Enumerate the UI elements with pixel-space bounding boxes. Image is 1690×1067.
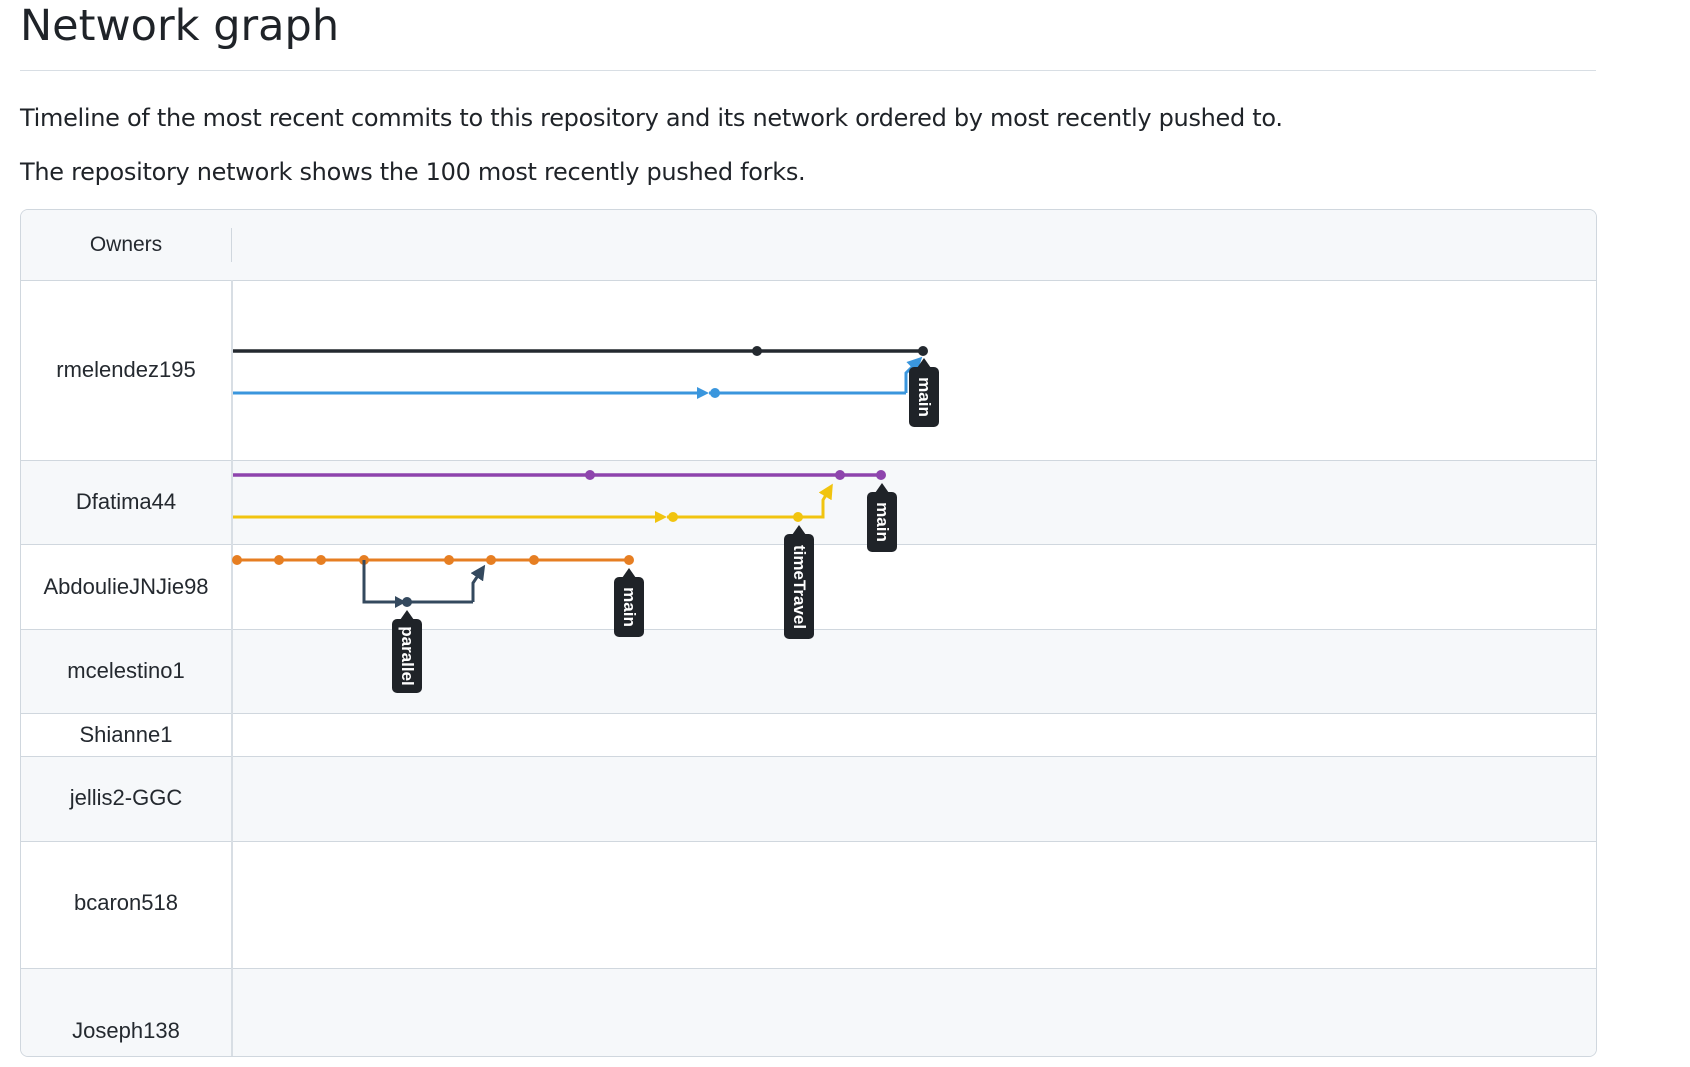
owner-row-joseph138: Joseph138 bbox=[21, 969, 1596, 1056]
network-graph-panel[interactable]: Owners rmelendez195 Dfatima44 AbdoulieJN… bbox=[20, 209, 1597, 1057]
owner-name[interactable]: Shianne1 bbox=[79, 722, 173, 747]
owner-name[interactable]: Joseph138 bbox=[72, 1018, 180, 1043]
commit-dot[interactable] bbox=[274, 555, 284, 565]
owner-name[interactable]: rmelendez195 bbox=[56, 357, 196, 382]
forks-description: The repository network shows the 100 mos… bbox=[20, 158, 806, 186]
merge-line bbox=[818, 483, 833, 519]
owner-row-bcaron518: bcaron518 bbox=[21, 842, 1596, 969]
header-divider bbox=[231, 228, 232, 262]
commit-dot[interactable] bbox=[835, 470, 845, 480]
branch-line-parallel bbox=[362, 560, 399, 604]
owner-name[interactable]: jellis2-GGC bbox=[69, 785, 183, 810]
owner-row-shianne1: Shianne1 bbox=[21, 714, 1596, 757]
merge-line bbox=[904, 356, 923, 393]
title-divider bbox=[20, 70, 1596, 71]
commit-dot[interactable] bbox=[316, 555, 326, 565]
branch-label-parallel[interactable]: parallel bbox=[392, 610, 422, 693]
commit-dot[interactable] bbox=[585, 470, 595, 480]
branch-label-main[interactable]: main bbox=[909, 358, 939, 427]
commit-dot[interactable] bbox=[668, 512, 678, 522]
commit-dot[interactable] bbox=[876, 470, 886, 480]
merge-line bbox=[470, 564, 486, 602]
merge-arrow-icon bbox=[697, 387, 709, 399]
branch-label-main[interactable]: main bbox=[614, 568, 644, 637]
commit-dot[interactable] bbox=[486, 555, 496, 565]
commit-dot[interactable] bbox=[793, 512, 803, 522]
merge-arrow-icon bbox=[395, 596, 406, 608]
owner-name[interactable]: bcaron518 bbox=[74, 890, 178, 915]
commit-dot[interactable] bbox=[752, 346, 762, 356]
owners-column-header: Owners bbox=[89, 233, 163, 256]
commit-dot[interactable] bbox=[918, 346, 928, 356]
commit-dot[interactable] bbox=[710, 388, 720, 398]
owner-row-mcelestino1: mcelestino1 bbox=[21, 630, 1596, 714]
commit-dot[interactable] bbox=[232, 555, 242, 565]
owner-row-rmelendez195: rmelendez195 bbox=[21, 281, 1596, 461]
commit-dot[interactable] bbox=[529, 555, 539, 565]
network-header: Owners bbox=[21, 210, 1596, 281]
network-description: Timeline of the most recent commits to t… bbox=[20, 104, 1283, 132]
branch-label-timetravel[interactable]: timeTravel bbox=[784, 525, 814, 639]
owners-column-divider bbox=[231, 280, 233, 1056]
commit-graph[interactable] bbox=[21, 210, 1596, 1056]
branch-label-main[interactable]: main bbox=[867, 483, 897, 552]
page-title: Network graph bbox=[20, 1, 340, 51]
merge-arrow-icon bbox=[655, 511, 667, 523]
commit-dot[interactable] bbox=[624, 555, 634, 565]
owner-name[interactable]: AbdoulieJNJie98 bbox=[43, 574, 209, 599]
commit-dot[interactable] bbox=[402, 597, 412, 607]
owner-name[interactable]: mcelestino1 bbox=[67, 658, 185, 683]
owner-name[interactable]: Dfatima44 bbox=[75, 489, 177, 514]
commit-dot[interactable] bbox=[444, 555, 454, 565]
owner-row-jellis2-ggc: jellis2-GGC bbox=[21, 757, 1596, 842]
